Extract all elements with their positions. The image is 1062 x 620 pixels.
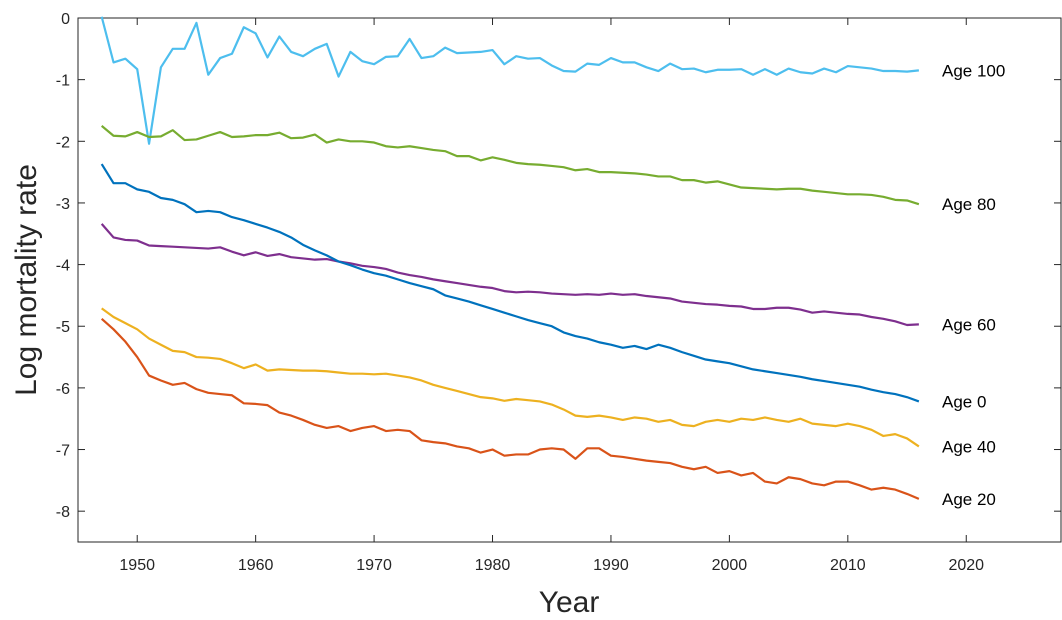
series-line-age-60 xyxy=(100,223,919,327)
x-tick-label: 1990 xyxy=(593,557,629,574)
series-line-age-0 xyxy=(100,163,920,403)
y-tick-label: -8 xyxy=(56,504,70,521)
y-tick-label: -7 xyxy=(56,443,70,460)
plot-border xyxy=(77,17,1062,543)
y-tick-label: -2 xyxy=(56,134,70,151)
x-tick-label: 1980 xyxy=(475,557,511,574)
series-label-age-100: Age 100 xyxy=(942,61,1005,80)
y-axis: 0 -1 -2 -3 -4 -5 -6 -7 -8 xyxy=(56,11,1061,521)
series-layer xyxy=(100,16,920,500)
y-tick-label: -3 xyxy=(56,196,70,213)
x-tick-label: 1960 xyxy=(238,557,274,574)
series-line-age-40 xyxy=(101,307,920,448)
y-tick-label: -5 xyxy=(56,319,70,336)
series-label-age-0: Age 0 xyxy=(942,392,986,411)
y-tick-label: 0 xyxy=(61,11,70,28)
series-label-age-20: Age 20 xyxy=(942,490,996,509)
series-label-age-80: Age 80 xyxy=(942,195,996,214)
y-axis-title: Log mortality rate xyxy=(10,164,43,396)
series-labels: Age 100 Age 80 Age 60 Age 0 Age 40 Age 20 xyxy=(942,61,1005,508)
series-label-age-60: Age 60 xyxy=(942,315,996,334)
y-tick-label: -6 xyxy=(56,381,70,398)
series-line-age-80 xyxy=(100,125,920,206)
y-tick-label: -4 xyxy=(56,258,70,275)
x-tick-label: 2000 xyxy=(712,557,748,574)
x-tick-label: 1950 xyxy=(119,557,155,574)
y-tick-label: -1 xyxy=(56,73,70,90)
x-tick-label: 2020 xyxy=(948,557,984,574)
series-line-age-100 xyxy=(100,16,919,145)
plot-area xyxy=(77,17,1062,543)
x-axis: 1950 1960 1970 1980 1990 2000 2010 2020 xyxy=(119,18,984,574)
series-line-age-20 xyxy=(100,318,920,500)
x-tick-label: 2010 xyxy=(830,557,866,574)
x-tick-label: 1970 xyxy=(356,557,392,574)
series-label-age-40: Age 40 xyxy=(942,437,996,456)
x-axis-title: Year xyxy=(539,586,600,619)
